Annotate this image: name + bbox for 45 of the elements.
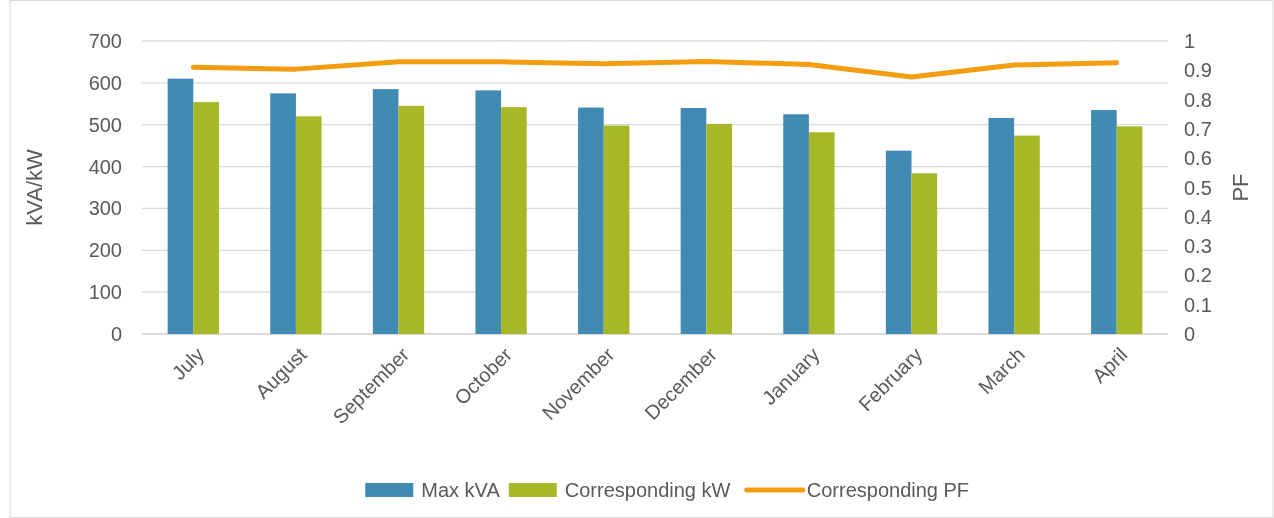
bar	[1116, 126, 1143, 334]
bar	[680, 107, 707, 334]
y2-tick-label: 0.8	[1184, 88, 1212, 111]
y-axis-title: kVA/kW	[22, 148, 47, 226]
y-tick-label: 200	[88, 239, 122, 262]
legend-label: Corresponding kW	[564, 479, 731, 501]
y-tick-label: 600	[88, 71, 122, 94]
y2-tick-label: 0.4	[1184, 205, 1212, 228]
bar	[911, 173, 938, 334]
legend-label: Corresponding PF	[806, 479, 970, 501]
bar	[885, 150, 912, 334]
y2-tick-label: 1	[1184, 30, 1196, 52]
x-tick-label: July	[167, 343, 209, 384]
bar	[398, 105, 425, 334]
y2-tick-label: 0.1	[1184, 293, 1212, 316]
bar	[808, 132, 835, 334]
bar	[475, 90, 502, 334]
bar	[706, 123, 732, 334]
y-tick-label: 500	[88, 113, 122, 136]
y-tick-label: 0	[110, 323, 122, 345]
bar	[295, 116, 322, 334]
bar	[501, 107, 527, 334]
y-tick-label: 100	[88, 281, 122, 304]
bar	[270, 93, 296, 334]
bar	[372, 89, 399, 334]
bar	[578, 107, 604, 334]
y2-tick-label: 0.2	[1184, 264, 1212, 287]
bar	[193, 102, 219, 334]
y2-tick-label: 0.9	[1184, 59, 1212, 82]
y2-tick-label: 0.6	[1184, 147, 1212, 170]
bar	[167, 78, 194, 334]
y2-tick-label: 0.3	[1184, 235, 1212, 258]
bar	[1014, 135, 1040, 334]
y-tick-label: 400	[88, 155, 122, 178]
bar	[1091, 110, 1117, 334]
y2-tick-label: 0.7	[1184, 117, 1212, 140]
bar	[603, 125, 630, 334]
y2-tick-label: 0	[1184, 323, 1196, 345]
y2-axis-title: PF	[1228, 173, 1253, 202]
y-tick-label: 700	[88, 30, 122, 52]
bar	[988, 118, 1015, 334]
bar	[783, 114, 809, 334]
y2-tick-label: 0.5	[1184, 176, 1212, 199]
y-tick-label: 300	[88, 197, 122, 220]
legend-label: Max kVA	[421, 479, 501, 501]
